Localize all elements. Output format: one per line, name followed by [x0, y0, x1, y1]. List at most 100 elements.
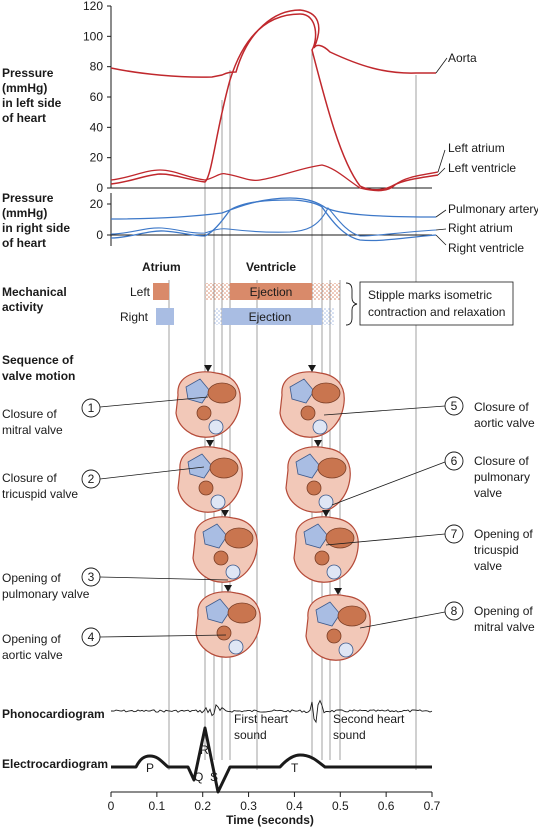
time-axis: 0 0.1 0.2 0.3 0.4 0.5 0.6 0.7 Time (seconds): [108, 791, 441, 827]
aortic-valve: [213, 550, 229, 566]
event-marker-arrow: [308, 365, 316, 372]
heart-2-tricuspid-closure: [177, 440, 243, 513]
event-marker-arrow: [334, 588, 342, 595]
event-2-label: Closure of tricuspid valve: [2, 471, 78, 501]
time-axis-label: Time (seconds): [226, 813, 314, 827]
event-8-label: Opening of mitral valve: [474, 604, 536, 634]
event-6-leader: [331, 461, 446, 506]
ecg-t-label: T: [291, 761, 299, 775]
tricuspid-valve: [295, 453, 321, 479]
tricuspid-valve: [202, 523, 228, 549]
y-tick-label: 20: [90, 197, 104, 211]
event-6-marker: [444, 451, 464, 471]
left-ventricle-label: Left ventricle: [448, 161, 516, 175]
event-5-label: Closure of aortic valve: [474, 400, 535, 430]
tricuspid-valve: [315, 601, 341, 627]
first-heart-sound-label: First heart sound: [234, 712, 291, 742]
event-1-number: 1: [88, 401, 95, 415]
valve-event-2: 2 Closure of tricuspid valve: [2, 466, 205, 501]
ecg-r-label: R: [200, 743, 209, 757]
right-isovolumetric-relaxation: [322, 308, 334, 325]
heart-outline: [175, 371, 241, 438]
event-7-number: 7: [451, 527, 458, 541]
heart-5-aortic-closure: [279, 365, 345, 438]
pulmonary-artery-label: Pulmonary artery: [448, 202, 538, 216]
ecg-trace: P Q R S T: [111, 726, 432, 794]
ecg-q-label: Q: [194, 770, 203, 784]
aortic-valve: [196, 405, 212, 421]
x-tick-label: 0.3: [240, 799, 257, 813]
event-2-marker: [81, 469, 101, 489]
left-atrium-curve: [110, 164, 439, 192]
x-tick-label: 0.2: [194, 799, 211, 813]
event-marker-arrow: [206, 440, 214, 447]
y-tick-label: 60: [90, 90, 104, 104]
event-marker-arrow: [322, 510, 330, 517]
event-2-number: 2: [88, 472, 95, 486]
right-ejection-bar: [222, 308, 322, 325]
heart-6-pulmonary-closure: [285, 440, 351, 513]
x-tick-label: 0.6: [378, 799, 395, 813]
event-1-marker: [81, 398, 101, 418]
pulmonary-valve: [318, 494, 334, 510]
left-ventricle-curve: [110, 13, 439, 191]
aortic-valve: [326, 628, 342, 644]
heart-outline: [285, 446, 351, 513]
left-row-label: Left: [130, 285, 151, 299]
second-heart-sound-label: Second heart sound: [333, 712, 408, 742]
valve-event-1: 1 Closure of mitral valve: [2, 396, 209, 437]
event-6-number: 6: [451, 454, 458, 468]
left-atrium-leader: [437, 149, 446, 173]
valve-event-5: 5 Closure of aortic valve: [323, 396, 535, 430]
time-axis-ticks: 0 0.1 0.2 0.3 0.4 0.5 0.6 0.7: [108, 792, 441, 813]
event-marker-arrow: [204, 365, 212, 372]
y-tick-label: 20: [90, 151, 104, 165]
event-3-number: 3: [88, 570, 95, 584]
y-tick-label: 80: [90, 60, 104, 74]
valve-event-4: 4 Opening of aortic valve: [2, 627, 227, 662]
tricuspid-valve: [187, 453, 213, 479]
mitral-valve: [311, 382, 341, 404]
aortic-valve: [306, 480, 322, 496]
pulmonary-valve: [326, 564, 342, 580]
left-atrial-contraction-bar: [153, 283, 169, 300]
pulmonary-valve: [208, 419, 224, 435]
phonocardiogram-trace: First heart sound Second heart sound: [111, 699, 433, 742]
stipple-note-box: [359, 281, 514, 326]
event-7-marker: [444, 524, 464, 544]
pulmonary-valve: [338, 642, 354, 658]
mechanical-activity: Atrium Ventricle Left Right Ejection Eje…: [120, 260, 514, 326]
pulmonary-artery-leader: [435, 209, 447, 218]
y-tick-label: 0: [96, 228, 103, 242]
mitral-valve: [337, 605, 367, 627]
heart-outline: [192, 516, 258, 583]
left-ejection-label: Ejection: [250, 285, 293, 299]
event-3-marker: [81, 567, 101, 587]
heart-7-tricuspid-opening: [293, 510, 359, 583]
x-tick-label: 0.5: [332, 799, 349, 813]
event-3-label: Opening of pulmonary valve: [2, 571, 90, 601]
right-ejection-label: Ejection: [249, 310, 292, 324]
right-atrium-label: Right atrium: [448, 221, 513, 235]
event-2-leader: [99, 466, 205, 480]
left-isovolumetric-contraction: [205, 283, 230, 300]
event-4-leader: [99, 634, 227, 638]
valve-motion-label: Sequence of valve motion: [2, 353, 77, 383]
phonocardiogram-label: Phonocardiogram: [2, 707, 105, 721]
heart-4-aortic-opening: [195, 585, 261, 658]
y-tick-label: 40: [90, 120, 104, 134]
x-tick-label: 0.4: [286, 799, 303, 813]
heart-outline: [195, 591, 261, 658]
right-atrium-leader: [435, 228, 447, 231]
right-ventricle-curve: [110, 199, 437, 242]
event-4-label: Opening of aortic valve: [2, 632, 64, 662]
ecg-waveform: [111, 726, 432, 794]
event-5-leader: [323, 405, 446, 416]
valve-event-3: 3 Opening of pulmonary valve: [2, 567, 229, 601]
phono-waveform: [111, 699, 433, 724]
valve-event-6: 6 Closure of pulmonary valve: [331, 451, 530, 506]
mechanical-activity-label: Mechanical activity: [2, 285, 70, 314]
mitral-valve: [317, 457, 347, 479]
pressure-left-y-ticks: 120 100 80 60 40 20 0: [83, 0, 111, 195]
event-7-label: Opening of tricuspid valve: [474, 527, 536, 573]
